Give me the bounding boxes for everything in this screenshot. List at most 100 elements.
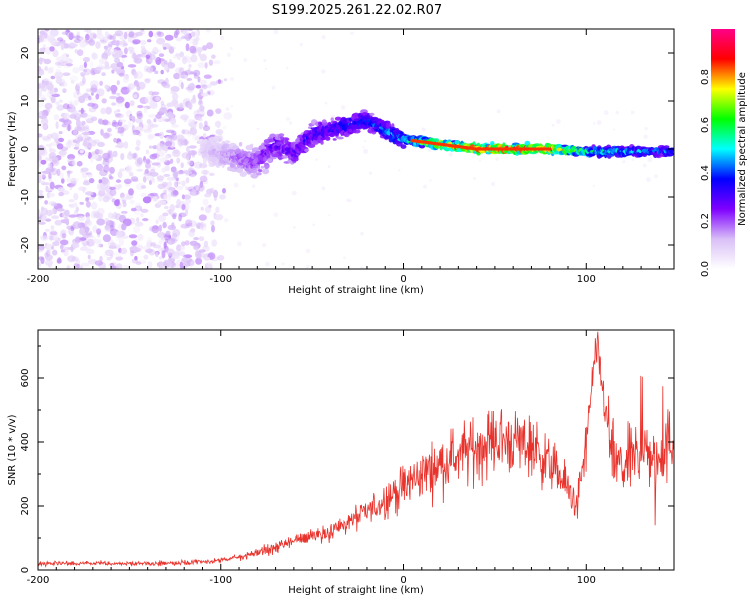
noise-blob	[202, 198, 209, 206]
noise-blob	[615, 110, 620, 115]
noise-blob	[38, 160, 42, 168]
noise-blob	[81, 131, 91, 136]
noise-blob	[179, 261, 184, 269]
noise-blob	[79, 40, 87, 48]
noise-blob	[211, 224, 215, 233]
noise-blob	[120, 210, 128, 214]
noise-blob	[208, 172, 215, 176]
noise-blob	[54, 71, 64, 79]
noise-blob	[53, 87, 58, 93]
noise-blob	[117, 171, 123, 179]
noise-blob	[208, 59, 214, 66]
noise-blob	[203, 240, 209, 248]
colorbar-tick-label: 0.8	[700, 69, 711, 85]
noise-blob	[166, 209, 174, 213]
ridge-blob	[400, 144, 407, 149]
noise-blob	[39, 47, 47, 53]
noise-blob	[38, 145, 45, 150]
noise-blob	[104, 84, 109, 90]
noise-blob	[592, 184, 595, 187]
noise-blob	[145, 54, 150, 60]
noise-blob	[92, 154, 99, 160]
noise-blob	[95, 93, 100, 100]
noise-blob	[185, 43, 190, 52]
noise-blob	[61, 233, 67, 239]
noise-blob	[202, 45, 208, 51]
noise-blob	[84, 220, 88, 226]
noise-blob	[128, 31, 135, 38]
noise-blob	[171, 222, 175, 229]
noise-blob	[223, 112, 233, 120]
ridge-blob	[256, 172, 262, 176]
noise-blob	[104, 61, 110, 68]
noise-blob	[116, 61, 124, 68]
noise-blob	[197, 76, 201, 83]
noise-blob	[360, 231, 364, 236]
noise-blob	[176, 185, 184, 190]
noise-blob	[312, 223, 316, 227]
noise-blob	[68, 199, 75, 203]
noise-blob	[40, 256, 45, 265]
noise-blob	[55, 121, 59, 129]
noise-blob	[175, 177, 179, 182]
noise-blob	[158, 53, 165, 57]
noise-blob	[230, 77, 235, 81]
noise-blob	[141, 47, 147, 54]
noise-blob	[95, 41, 101, 49]
noise-blob	[107, 220, 112, 226]
noise-blob	[126, 86, 132, 93]
noise-blob	[165, 230, 171, 236]
noise-blob	[593, 122, 596, 125]
noise-blob	[120, 247, 128, 255]
noise-blob	[190, 174, 197, 178]
noise-blob	[169, 238, 178, 242]
noise-blob	[166, 102, 176, 107]
noise-blob	[153, 32, 161, 38]
noise-blob	[182, 256, 186, 261]
noise-blob	[152, 57, 160, 61]
noise-blob	[114, 113, 124, 119]
noise-blob	[115, 263, 123, 269]
noise-blob	[145, 158, 151, 164]
noise-blob	[63, 249, 69, 257]
noise-blob	[110, 63, 119, 70]
noise-blob	[167, 46, 176, 51]
noise-blob	[86, 248, 95, 255]
noise-blob	[111, 69, 115, 74]
noise-blob	[88, 107, 97, 113]
noise-blob	[205, 29, 211, 33]
noise-blob	[63, 209, 70, 217]
snr-panel: -200 -100 0 100 0 200 400 600 Height of straight…	[7, 329, 675, 596]
noise-blob	[129, 199, 135, 205]
noise-blob	[140, 185, 147, 189]
noise-blob	[143, 106, 148, 114]
noise-blob	[151, 162, 161, 166]
noise-blob	[72, 161, 78, 166]
noise-blob	[73, 192, 79, 201]
noise-blob	[132, 129, 140, 135]
noise-blob	[41, 182, 50, 186]
noise-blob	[46, 249, 50, 257]
noise-blob	[178, 67, 185, 75]
noise-blob	[45, 243, 54, 250]
noise-blob	[98, 66, 105, 71]
noise-blob	[196, 250, 202, 259]
noise-blob	[42, 137, 51, 142]
noise-blob	[181, 56, 188, 65]
noise-blob	[139, 97, 149, 104]
noise-blob	[178, 251, 186, 257]
noise-blob	[363, 148, 369, 154]
noise-blob	[76, 82, 85, 87]
noise-blob	[56, 258, 62, 264]
noise-blob	[115, 32, 121, 37]
noise-blob	[143, 254, 149, 260]
noise-blob	[102, 132, 110, 139]
noise-blob	[181, 152, 191, 159]
noise-blob	[162, 83, 171, 89]
noise-blob	[129, 100, 135, 107]
noise-blob	[84, 219, 92, 227]
noise-blob	[181, 212, 186, 218]
noise-blob	[206, 109, 214, 117]
noise-blob	[38, 190, 44, 194]
noise-blob	[39, 148, 48, 157]
